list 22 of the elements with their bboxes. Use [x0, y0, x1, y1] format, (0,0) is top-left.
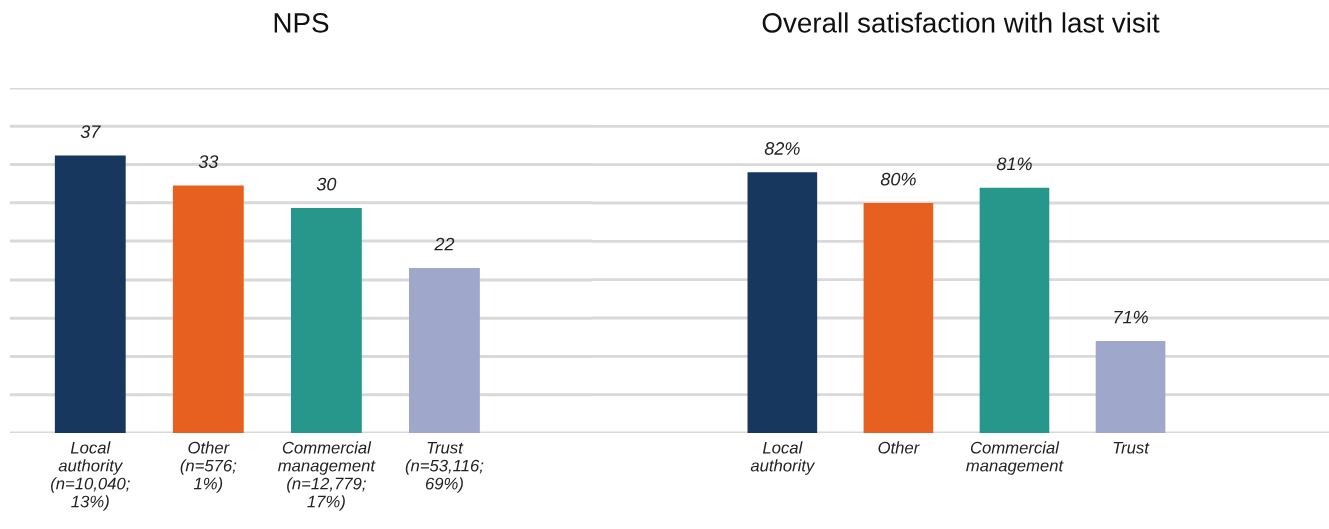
- bar: [409, 268, 480, 433]
- bar: [290, 208, 362, 433]
- bar: [54, 155, 126, 433]
- x-tick-label: Local authority: [750, 441, 816, 475]
- x-tick-label: Other: [878, 441, 920, 454]
- x-tick-label: Commercial management: [966, 441, 1064, 475]
- x-tick-label: Trust (n=53,116; 69%): [405, 441, 484, 493]
- data-label: 81%: [996, 157, 1032, 171]
- x-tick-label: Commercial management (n=12,779; 17%): [278, 441, 376, 511]
- data-label: 33: [198, 155, 219, 169]
- data-label: 71%: [1114, 310, 1148, 324]
- bar: [172, 185, 244, 433]
- x-tick-label: Trust: [1113, 441, 1150, 454]
- chart-title: NPS: [274, 13, 329, 33]
- data-label: 37: [80, 125, 101, 139]
- data-label: 82%: [764, 142, 800, 155]
- x-tick-label: Local authority (n=10,040; 13%): [50, 441, 130, 511]
- data-label: 30: [316, 177, 337, 191]
- chart-title: Overall satisfaction with last visit: [762, 12, 1160, 33]
- data-label: 22: [434, 237, 455, 251]
- x-tick-label: Other (n=576; 1%): [180, 441, 237, 493]
- data-label: 80%: [880, 172, 916, 186]
